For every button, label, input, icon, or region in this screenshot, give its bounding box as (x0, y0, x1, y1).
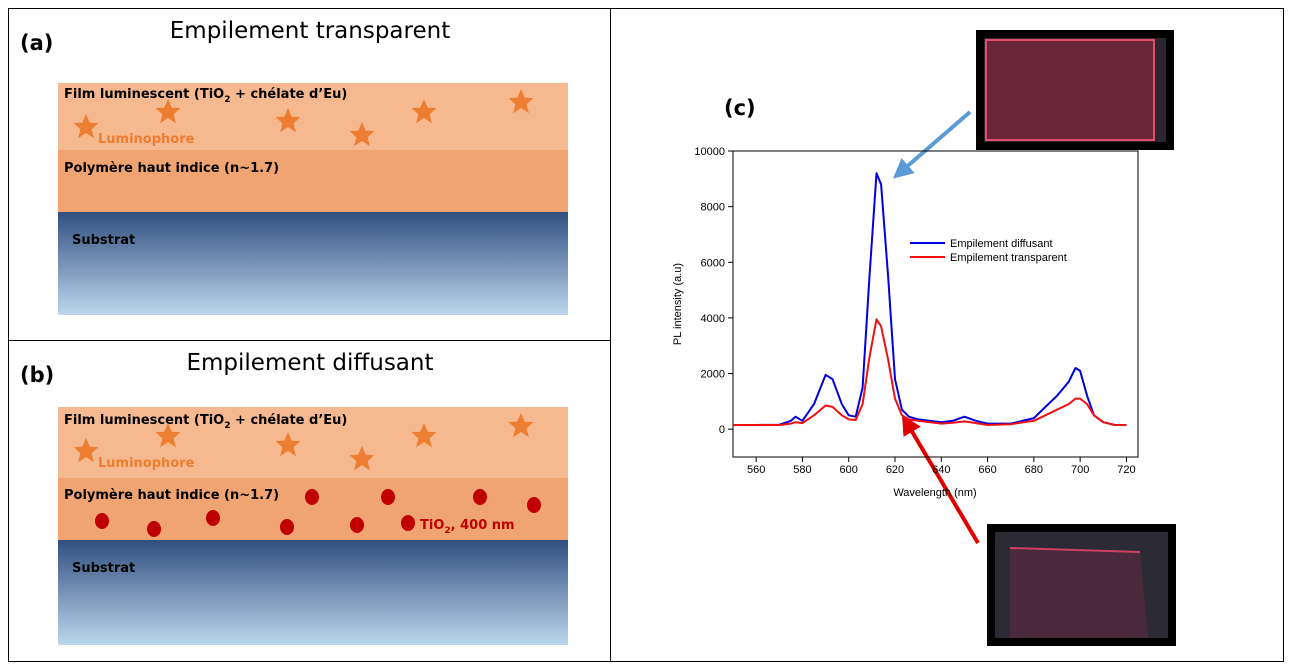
film-sub: 2 (224, 95, 230, 105)
film-text: Film luminescent (TiO (64, 413, 224, 428)
line (733, 318, 1127, 426)
film-text: Film luminescent (TiO (64, 87, 224, 102)
particles (95, 489, 541, 537)
film-text: + chélate d’Eu) (231, 413, 348, 428)
polymer-layer (58, 478, 568, 540)
particles-text: , 400 nm (451, 518, 515, 533)
x-tick-label: 560 (747, 464, 765, 476)
x-axis-label: Wavelength (nm) (893, 487, 976, 499)
luminophore-label: Luminophore (98, 132, 195, 147)
film-label: Film luminescent (TiO2 + chélate d’Eu) (64, 413, 347, 431)
film-layer (58, 83, 568, 150)
legend-label: Empilement transparent (950, 252, 1067, 264)
x-tick-label: 680 (1025, 464, 1043, 476)
x-tick-label: 660 (978, 464, 996, 476)
film-layer (58, 407, 568, 478)
x-tick-label: 640 (932, 464, 950, 476)
panel-label: (b) (20, 363, 54, 387)
y-tick-label: 0 (719, 424, 725, 436)
panel-title: Empilement diffusant (186, 350, 433, 376)
y-tick-label: 2000 (701, 369, 725, 381)
panel-label: (c) (724, 96, 756, 120)
y-tick-label: 4000 (701, 313, 725, 325)
y-tick-label: 6000 (701, 257, 725, 269)
plot-frame (732, 150, 1139, 458)
polymer-label: Polymère haut indice (n~1.7) (64, 488, 279, 503)
substrate-label: Substrat (72, 233, 135, 248)
luminophore-label: Luminophore (98, 456, 195, 471)
substrate-layer (58, 540, 568, 645)
x-tick-label: 720 (1117, 464, 1135, 476)
particles-label: TiO2, 400 nm (420, 518, 515, 536)
frame (8, 8, 1284, 662)
panel-b: (b) Empilement diffusant Film luminescen… (20, 350, 568, 645)
polymer-layer (58, 150, 568, 212)
line (733, 172, 1127, 426)
y-tick-label: 8000 (701, 202, 725, 214)
y-tick-label: 10000 (694, 146, 725, 158)
polymer-label: Polymère haut indice (n~1.7) (64, 161, 279, 176)
film-sub: 2 (224, 421, 230, 431)
substrate-label: Substrat (72, 561, 135, 576)
particles-sub: 2 (444, 526, 450, 536)
film-text: + chélate d’Eu) (231, 87, 348, 102)
film-label: Film luminescent (TiO2 + chélate d’Eu) (64, 87, 347, 105)
particles-text: TiO (420, 518, 444, 533)
photo-diffusant (976, 30, 1174, 150)
arrow (901, 414, 980, 545)
photo-transparent (987, 524, 1176, 646)
y-axis-label: PL intensity (a.u) (672, 263, 684, 345)
x-tick-label: 600 (840, 464, 858, 476)
chart: (c) Wavelength (nm) PL intensity (a.u) 5… (672, 96, 1139, 499)
substrate-layer (58, 212, 568, 315)
panel-label: (a) (20, 31, 53, 55)
legend-label: Empilement diffusant (950, 238, 1053, 250)
x-tick-label: 700 (1071, 464, 1089, 476)
panel-a: (a) Empilement transparent Film luminesc… (20, 18, 568, 315)
x-tick-label: 580 (793, 464, 811, 476)
panel-title: Empilement transparent (170, 18, 450, 44)
x-tick-label: 620 (886, 464, 904, 476)
arrow (892, 110, 972, 179)
